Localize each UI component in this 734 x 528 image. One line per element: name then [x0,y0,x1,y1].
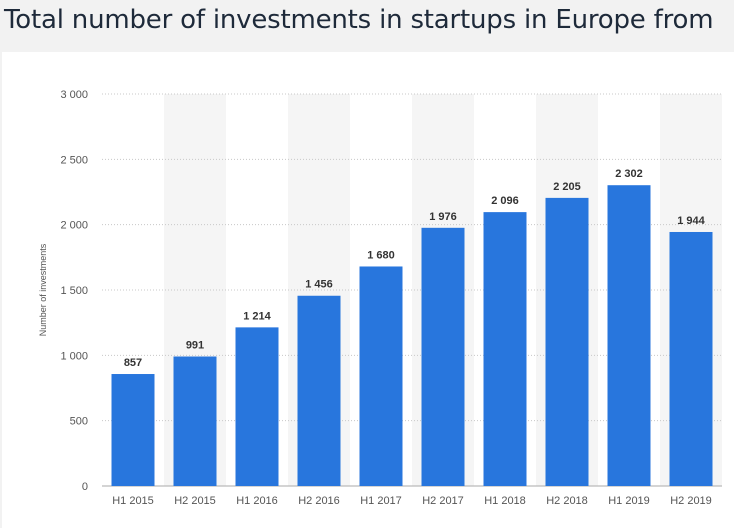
x-tick-label: H2 2018 [546,495,588,507]
bar [545,197,589,486]
bar [669,231,713,486]
y-tick-label: 3 000 [60,89,88,101]
x-tick-label: H2 2019 [670,495,712,507]
bar [111,374,155,486]
x-tick-label: H1 2016 [236,495,278,507]
y-tick-label: 1 500 [60,285,88,297]
bar [421,227,465,486]
y-tick-label: 500 [70,416,88,428]
y-tick-label: 2 500 [60,154,88,166]
data-label: 1 214 [243,310,271,322]
chart-title: Total number of investments in startups … [4,5,714,35]
data-label: 991 [186,340,204,352]
y-tick-label: 2 000 [60,220,88,232]
x-tick-label: H1 2015 [112,495,154,507]
data-label: 1 680 [367,249,395,261]
x-tick-label: H1 2018 [484,495,526,507]
bar [235,327,279,486]
data-label: 1 944 [677,215,705,227]
data-label: 2 302 [615,168,643,180]
bar [359,266,403,486]
y-axis-label: Number of investments [38,243,48,336]
bar [483,212,527,486]
data-label: 1 976 [429,211,457,223]
data-label: 1 456 [305,279,333,291]
x-tick-label: H1 2019 [608,495,650,507]
data-label: 857 [124,357,142,369]
x-tick-label: H2 2017 [422,495,464,507]
y-tick-label: 1 000 [60,350,88,362]
x-tick-label: H2 2015 [174,495,216,507]
bar [297,295,341,486]
y-tick-label: 0 [82,481,88,493]
bar [173,356,217,486]
bar [607,185,651,487]
x-tick-label: H2 2016 [298,495,340,507]
data-label: 2 096 [491,195,519,207]
x-tick-label: H1 2017 [360,495,402,507]
data-label: 2 205 [553,181,581,193]
